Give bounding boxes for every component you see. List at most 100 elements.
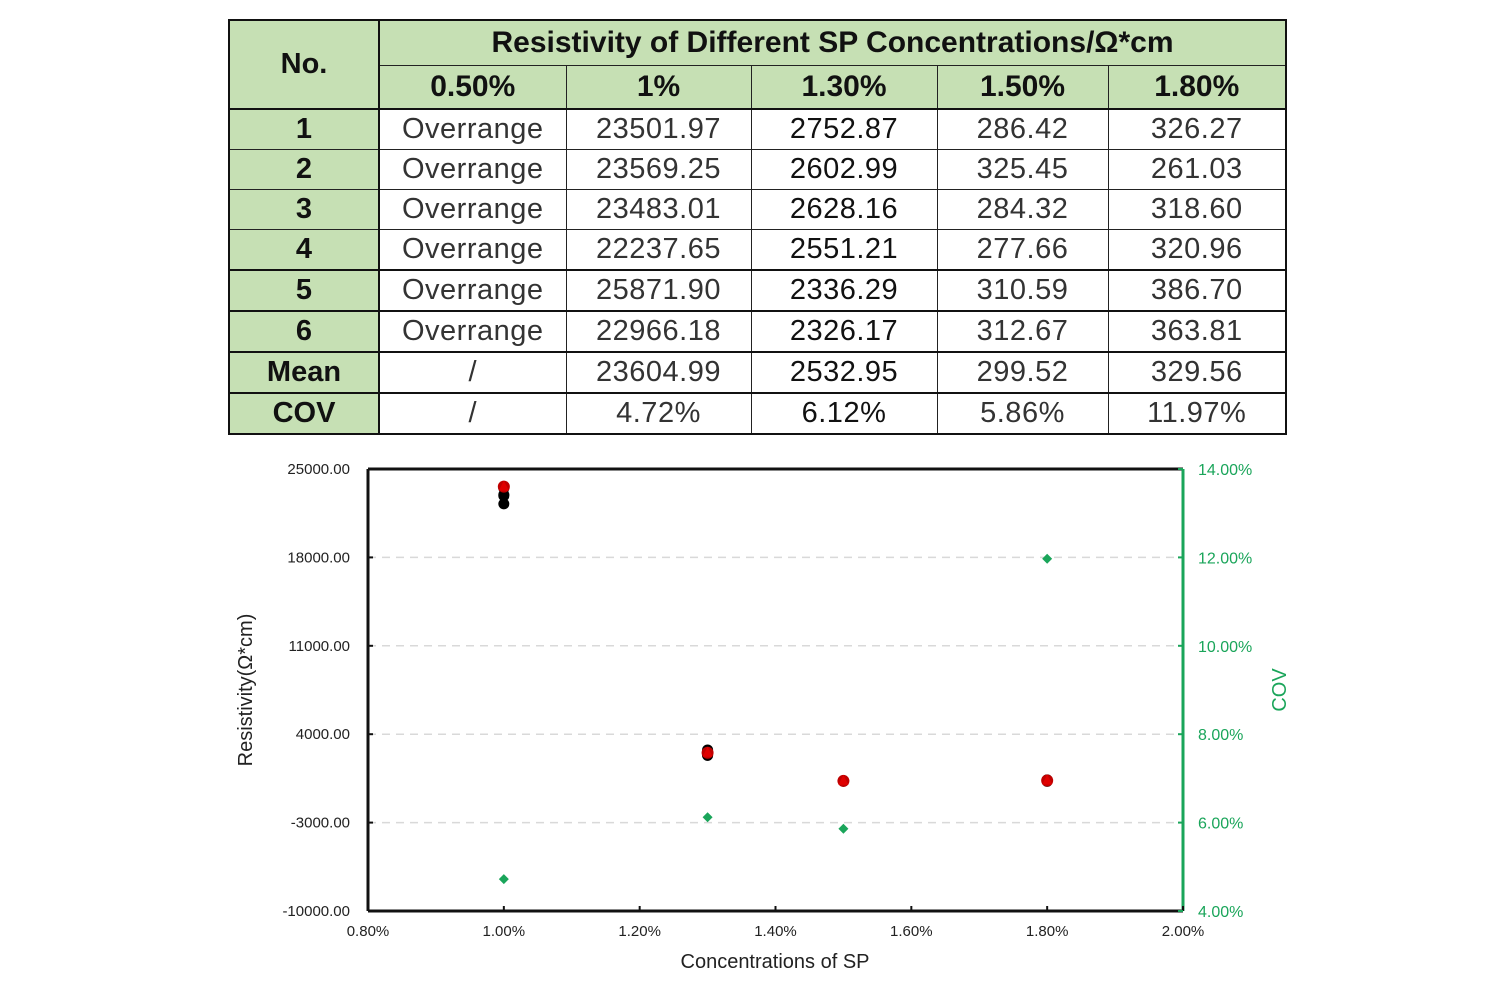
- table-cell: 6.12%: [750, 392, 938, 435]
- table-cell: 2326.17: [750, 310, 938, 353]
- table-cell: 4.72%: [565, 392, 752, 435]
- table-cell: 2532.95: [750, 351, 938, 394]
- row-label: 3: [228, 189, 380, 230]
- tick-labels: 0.80% 1.00% 1.20% 1.40% 1.60% 1.80% 2.00% 25000…: [282, 461, 1252, 940]
- table-cell: 329.56: [1107, 351, 1287, 394]
- y-tick-label: -10000.00: [282, 903, 350, 920]
- resistivity-cov-chart: 0.80% 1.00% 1.20% 1.40% 1.60% 1.80% 2.00% 25000…: [235, 461, 1291, 973]
- table-cell: 22966.18: [565, 310, 752, 353]
- column-header: 0.50%: [378, 65, 567, 110]
- table-title: Resistivity of Different SP Concentratio…: [378, 19, 1287, 66]
- table-cell: 23604.99: [565, 351, 752, 394]
- table-cell: 2551.21: [750, 229, 938, 271]
- mean-point: [838, 774, 849, 785]
- y2-tick-label: 4.00%: [1198, 904, 1243, 921]
- y2-axis-title: COV: [1269, 668, 1291, 712]
- table-cell: 2628.16: [750, 189, 938, 230]
- axes: [366, 467, 1185, 913]
- x-tick-label: 2.00%: [1162, 923, 1205, 940]
- row-label: COV: [228, 392, 380, 435]
- mean-point: [498, 480, 509, 491]
- table-row: COV/4.72% 6.12% 5.86% 11.97%: [228, 392, 1287, 435]
- table-row: 5 Overrange 25871.90 2336.29 310.59 386.70: [228, 269, 1287, 312]
- cov-point: [702, 812, 713, 823]
- mean-point: [1042, 774, 1053, 785]
- column-header: 1.50%: [936, 65, 1109, 110]
- table-row: 4 Overrange 22237.65 2551.21 277.66 320.96: [228, 229, 1287, 271]
- table-row: 6 Overrange 22966.18 2326.17 312.67 363.81: [228, 310, 1287, 353]
- table-cell: 2336.29: [750, 269, 938, 312]
- table-cell: 25871.90: [565, 269, 752, 312]
- column-header: 1.30%: [750, 65, 938, 110]
- table-cell: 23501.97: [565, 108, 752, 150]
- table-cell: 363.81: [1107, 310, 1287, 353]
- table-cell: 312.67: [936, 310, 1109, 353]
- y-tick-label: 25000.00: [287, 461, 350, 478]
- row-label: 2: [228, 149, 380, 190]
- table-cell: Overrange: [378, 108, 567, 150]
- y-tick-label: 11000.00: [289, 638, 350, 655]
- table-cell: 277.66: [936, 229, 1109, 271]
- table-cell: 310.59: [936, 269, 1109, 312]
- row-label: 6: [228, 310, 380, 353]
- gridlines: [368, 556, 1183, 824]
- y2-tick-label: 12.00%: [1198, 550, 1252, 567]
- table-cell: Overrange: [378, 189, 567, 230]
- sample-point: [498, 498, 510, 510]
- table-cell: 23483.01: [565, 189, 752, 230]
- no-header: No.: [228, 19, 380, 110]
- table-cell: 325.45: [936, 149, 1109, 190]
- table-row: 2 Overrange 23569.25 2602.99 325.45 261.03: [228, 149, 1287, 190]
- row-label: 4: [228, 229, 380, 271]
- y-tick-label: 4000.00: [296, 726, 350, 743]
- table-cell: 286.42: [936, 108, 1109, 150]
- y-tick-label: 18000.00: [287, 549, 350, 566]
- x-tick-label: 1.80%: [1026, 923, 1069, 940]
- table-cell: /: [378, 392, 567, 435]
- table-cell: 22237.65: [565, 229, 752, 271]
- table-cell: 386.70: [1107, 269, 1287, 312]
- column-header: 1.80%: [1107, 65, 1287, 110]
- cov-point: [498, 874, 509, 885]
- y2-tick-label: 14.00%: [1198, 462, 1252, 479]
- y2-tick-label: 10.00%: [1198, 639, 1252, 656]
- table-cell: Overrange: [378, 269, 567, 312]
- x-tick-label: 1.20%: [618, 923, 661, 940]
- x-tick-label: 1.60%: [890, 923, 933, 940]
- resistivity-table: No. Resistivity of Different SP Concentr…: [228, 19, 1288, 435]
- table-cell: Overrange: [378, 149, 567, 190]
- table-cell: /: [378, 351, 567, 394]
- table-cell: 261.03: [1107, 149, 1287, 190]
- table-row: 1 Overrange 23501.97 2752.87 286.42 326.27: [228, 108, 1287, 150]
- y-tick-label: -3000.00: [291, 815, 350, 832]
- table-row: 3 Overrange 23483.01 2628.16 284.32 318.60: [228, 189, 1287, 230]
- y2-tick-label: 8.00%: [1198, 727, 1243, 744]
- table-cell: 11.97%: [1107, 392, 1287, 435]
- table-cell: 2602.99: [750, 149, 938, 190]
- cov-point: [1042, 553, 1053, 564]
- table-cell: 5.86%: [936, 392, 1109, 435]
- column-header-row: 0.50% 1% 1.30% 1.50% 1.80%: [229, 65, 1287, 110]
- x-axis-title: Concentrations of SP: [681, 951, 870, 973]
- table-cell: 320.96: [1107, 229, 1287, 271]
- table-cell: Overrange: [378, 310, 567, 353]
- x-tick-label: 1.40%: [754, 923, 797, 940]
- table-cell: 299.52: [936, 351, 1109, 394]
- x-tick-label: 1.00%: [483, 923, 526, 940]
- mean-point: [702, 746, 713, 757]
- x-tick-label: 0.80%: [347, 923, 390, 940]
- y-axis-title: Resistivity(Ω*cm): [235, 614, 257, 767]
- table-cell: 23569.25: [565, 149, 752, 190]
- y2-tick-label: 6.00%: [1198, 816, 1243, 833]
- data-markers: [497, 480, 1054, 885]
- table-cell: 318.60: [1107, 189, 1287, 230]
- table-cell: Overrange: [378, 229, 567, 271]
- column-header: 1%: [565, 65, 752, 110]
- table-cell: 326.27: [1107, 108, 1287, 150]
- table-cell: 2752.87: [750, 108, 938, 150]
- table-cell: 284.32: [936, 189, 1109, 230]
- cov-point: [838, 823, 849, 834]
- row-label: Mean: [228, 351, 380, 394]
- row-label: 1: [228, 108, 380, 150]
- row-label: 5: [228, 269, 380, 312]
